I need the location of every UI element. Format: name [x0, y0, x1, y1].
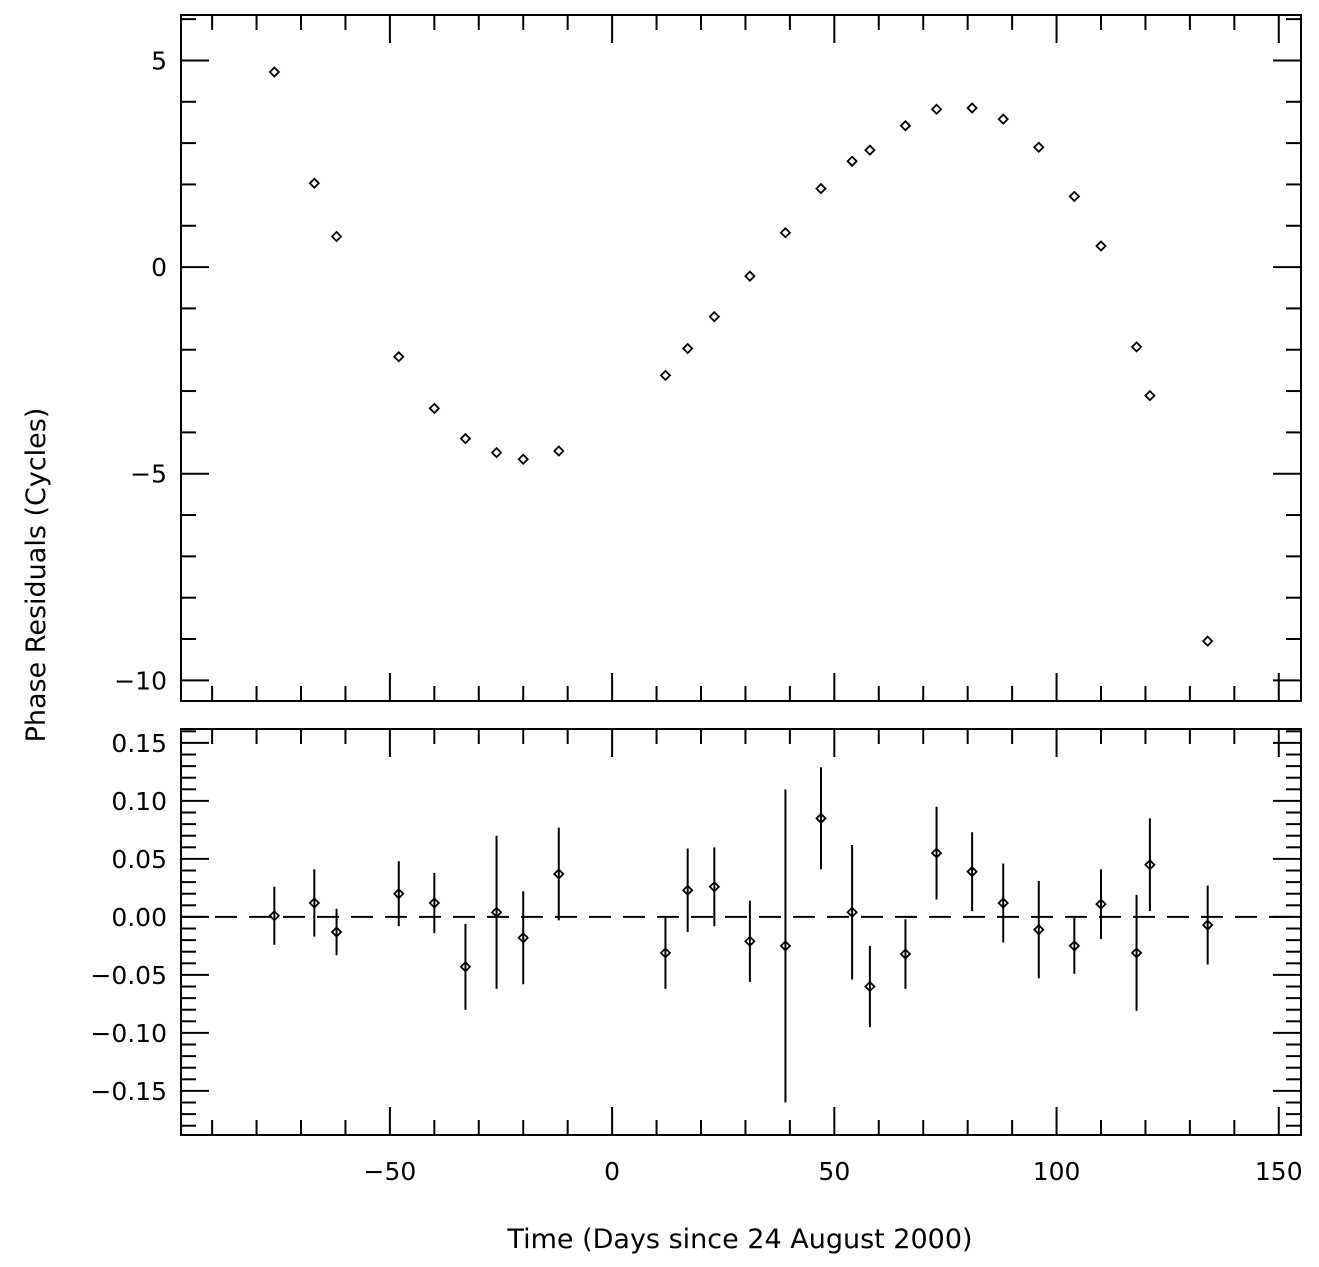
top-data-point — [1144, 389, 1156, 402]
top-panel-ticks: 5 0 −5 −10 — [114, 15, 1301, 701]
bottom-data-point — [308, 897, 321, 909]
bottom-data-point — [779, 940, 792, 952]
bottom-data-point — [1130, 947, 1143, 959]
top-data-point — [517, 453, 529, 466]
bottom-data-point — [708, 880, 721, 893]
top-data-point — [744, 270, 756, 282]
bottom-data-point — [997, 897, 1009, 909]
bottom-data-point — [1095, 898, 1107, 910]
x-tick-label: 100 — [1033, 1157, 1081, 1186]
top-data-point — [846, 155, 858, 168]
top-y-tick-label: 5 — [151, 46, 167, 75]
bottom-panel-frame — [180, 728, 1302, 1136]
bottom-data-point — [268, 909, 281, 922]
top-y-tick-label: −10 — [114, 666, 167, 695]
y-axis-label: Phase Residuals (Cycles) — [21, 408, 52, 743]
bottom-data-point — [899, 948, 912, 960]
top-data-point — [899, 119, 912, 132]
top-panel-points — [268, 66, 1214, 647]
top-data-point — [1095, 240, 1107, 252]
top-data-point — [1201, 635, 1214, 647]
bottom-data-point — [864, 980, 876, 993]
top-data-point — [815, 182, 827, 195]
top-y-tick-label: −5 — [130, 460, 167, 489]
top-data-point — [268, 66, 281, 78]
x-axis-label: Time (Days since 24 August 2000) — [506, 1224, 972, 1255]
bottom-data-point — [659, 947, 672, 959]
bottom-y-tick-label: −0.05 — [90, 961, 167, 990]
bottom-data-point — [681, 884, 694, 897]
top-data-point — [393, 350, 405, 363]
top-data-point — [930, 103, 943, 115]
bottom-data-point — [490, 906, 503, 919]
bottom-data-point — [1033, 923, 1045, 936]
top-data-point — [490, 446, 503, 459]
bottom-y-tick-label: 0.00 — [111, 903, 167, 932]
axis-labels: Phase Residuals (Cycles) Time (Days sinc… — [21, 408, 973, 1255]
top-data-point — [659, 369, 672, 382]
bottom-panel-border — [180, 728, 1302, 1136]
bottom-y-tick-label: −0.10 — [90, 1019, 167, 1048]
bottom-data-point — [393, 887, 405, 900]
top-data-point — [779, 227, 792, 239]
x-tick-label: 0 — [604, 1157, 620, 1186]
bottom-data-point — [744, 935, 756, 948]
bottom-y-tick-label: 0.10 — [111, 787, 167, 816]
top-data-point — [681, 342, 694, 355]
bottom-y-tick-label: −0.15 — [90, 1077, 167, 1106]
top-data-point — [1068, 190, 1081, 203]
bottom-data-point — [930, 847, 943, 859]
top-data-point — [308, 177, 321, 189]
top-panel-border — [180, 14, 1302, 702]
x-tick-label: 50 — [818, 1157, 850, 1186]
top-data-point — [459, 432, 472, 445]
top-data-point — [330, 230, 343, 243]
bottom-data-point — [846, 906, 858, 919]
top-panel-frame — [180, 14, 1302, 702]
top-data-point — [864, 144, 876, 156]
bottom-data-point — [330, 926, 343, 938]
top-y-tick-label: 0 — [151, 253, 167, 282]
top-data-point — [708, 310, 721, 323]
top-data-point — [1130, 341, 1143, 353]
bottom-data-point — [517, 932, 529, 944]
bottom-data-point — [1201, 919, 1214, 931]
bottom-data-point — [459, 961, 472, 973]
top-data-point — [428, 402, 441, 415]
x-tick-label: −50 — [364, 1157, 417, 1186]
bottom-data-point — [553, 868, 565, 880]
bottom-data-point — [428, 897, 441, 909]
bottom-panel-ticks: −50 0 50 100 150 0.15 0.10 0.05 0.00 −0.05 −0.10 −0… — [90, 729, 1302, 1186]
bottom-data-point — [815, 812, 827, 825]
top-data-point — [1033, 141, 1045, 154]
bottom-panel-points — [268, 767, 1214, 1103]
bottom-y-tick-label: 0.15 — [111, 729, 167, 758]
bottom-data-point — [966, 865, 978, 878]
top-data-point — [997, 113, 1009, 125]
bottom-data-point — [1068, 940, 1081, 952]
top-data-point — [966, 102, 978, 114]
top-data-point — [553, 445, 565, 457]
bottom-y-tick-label: 0.05 — [111, 845, 167, 874]
x-tick-label: 150 — [1255, 1157, 1303, 1186]
bottom-data-point — [1144, 858, 1156, 871]
